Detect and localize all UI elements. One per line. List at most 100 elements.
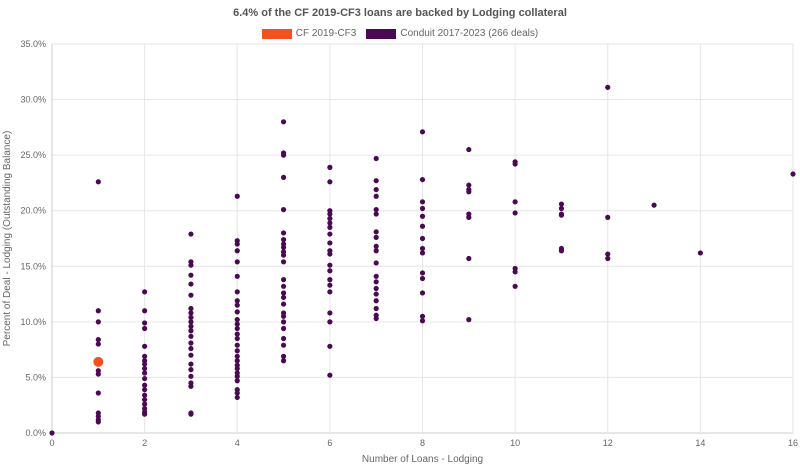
data-point-conduit[interactable] [373, 186, 379, 193]
data-point-conduit[interactable] [280, 313, 287, 319]
data-point-conduit[interactable] [188, 383, 194, 389]
data-point-conduit[interactable] [466, 182, 472, 188]
data-point-conduit[interactable] [512, 210, 518, 216]
data-point-conduit[interactable] [280, 244, 287, 250]
data-point-conduit[interactable] [142, 392, 148, 398]
data-point-conduit[interactable] [373, 279, 379, 285]
data-point-conduit[interactable] [327, 372, 333, 378]
data-point-conduit[interactable] [188, 328, 194, 334]
data-point-conduit[interactable] [142, 289, 148, 295]
data-point-conduit[interactable] [188, 310, 194, 316]
data-point-conduit[interactable] [280, 237, 287, 243]
data-point-conduit[interactable] [466, 189, 472, 195]
data-point-conduit[interactable] [234, 248, 240, 254]
data-point-conduit[interactable] [558, 201, 565, 207]
data-point-conduit[interactable] [419, 129, 426, 135]
data-point-conduit[interactable] [234, 289, 240, 295]
data-point-conduit[interactable] [49, 430, 55, 436]
data-point-conduit[interactable] [188, 411, 194, 417]
data-point-conduit[interactable] [558, 205, 565, 212]
data-point-conduit[interactable] [373, 178, 379, 184]
legend-item-conduit[interactable]: Conduit 2017-2023 (266 deals) [366, 28, 538, 39]
data-point-conduit[interactable] [605, 84, 611, 90]
data-point-conduit[interactable] [373, 207, 379, 213]
data-point-conduit[interactable] [142, 401, 148, 407]
data-point-conduit[interactable] [188, 272, 194, 278]
data-point-conduit[interactable] [466, 317, 472, 323]
data-point-conduit[interactable] [142, 375, 148, 382]
data-point-conduit[interactable] [188, 333, 194, 339]
data-point-conduit[interactable] [466, 146, 472, 153]
data-point-conduit[interactable] [280, 319, 287, 325]
data-point-conduit[interactable] [327, 240, 333, 246]
data-point-conduit[interactable] [234, 325, 240, 332]
data-point-conduit[interactable] [419, 313, 426, 319]
data-point-conduit[interactable] [327, 282, 333, 288]
data-point-conduit[interactable] [234, 302, 240, 308]
data-point-conduit[interactable] [280, 301, 287, 307]
data-point-conduit[interactable] [188, 352, 194, 358]
legend-item-cf-2019-cf3[interactable]: CF 2019-CF3 [261, 28, 356, 39]
data-point-conduit[interactable] [188, 361, 194, 367]
data-point-conduit[interactable] [280, 335, 287, 342]
data-point-conduit[interactable] [373, 211, 379, 217]
data-point-conduit[interactable] [142, 343, 148, 349]
data-point-conduit[interactable] [142, 308, 148, 314]
data-point-conduit[interactable] [95, 419, 101, 425]
data-point-conduit[interactable] [142, 370, 148, 376]
data-point-conduit[interactable] [373, 193, 379, 199]
data-point-conduit[interactable] [512, 161, 518, 167]
data-point-conduit[interactable] [466, 214, 472, 220]
data-point-conduit[interactable] [512, 269, 518, 275]
data-point-conduit[interactable] [188, 323, 194, 329]
data-point-conduit[interactable] [419, 213, 426, 219]
data-point-conduit[interactable] [419, 199, 426, 205]
data-point-conduit[interactable] [234, 317, 240, 323]
data-point-conduit[interactable] [419, 250, 426, 256]
data-point-conduit[interactable] [142, 325, 148, 332]
data-point-conduit[interactable] [327, 220, 333, 226]
data-point-conduit[interactable] [188, 345, 194, 352]
data-point-conduit[interactable] [188, 373, 194, 379]
data-point-conduit[interactable] [419, 245, 426, 252]
data-point-conduit[interactable] [605, 255, 611, 262]
data-point-conduit[interactable] [697, 250, 703, 256]
data-point-conduit[interactable] [419, 176, 426, 183]
data-point-conduit[interactable] [373, 315, 379, 322]
data-point-conduit[interactable] [142, 320, 148, 326]
data-point-conduit[interactable] [142, 365, 148, 372]
data-point-conduit[interactable] [234, 353, 240, 359]
data-point-conduit[interactable] [373, 298, 379, 304]
data-point-conduit[interactable] [419, 318, 426, 324]
data-point-conduit[interactable] [188, 281, 194, 287]
data-point-conduit[interactable] [234, 373, 240, 379]
data-point-conduit[interactable] [234, 273, 240, 279]
data-point-conduit[interactable] [327, 231, 333, 237]
data-point-conduit[interactable] [234, 348, 240, 354]
data-point-conduit[interactable] [142, 353, 148, 359]
data-point-conduit[interactable] [558, 248, 565, 254]
data-point-conduit[interactable] [280, 325, 287, 332]
data-point-conduit[interactable] [419, 275, 426, 282]
data-point-conduit[interactable] [280, 277, 287, 283]
data-point-conduit[interactable] [419, 205, 426, 212]
data-point-conduit[interactable] [373, 155, 379, 162]
data-point-conduit[interactable] [327, 224, 333, 230]
data-point-conduit[interactable] [280, 152, 287, 158]
data-point-conduit[interactable] [373, 305, 379, 312]
data-point-conduit[interactable] [512, 283, 518, 289]
data-point-conduit[interactable] [419, 235, 426, 242]
data-point-conduit[interactable] [234, 309, 240, 315]
data-point-cf-2019-cf3[interactable] [93, 356, 104, 367]
data-point-conduit[interactable] [280, 259, 287, 265]
data-point-conduit[interactable] [605, 251, 611, 257]
data-point-conduit[interactable] [419, 223, 426, 229]
data-point-conduit[interactable] [280, 174, 287, 180]
data-point-conduit[interactable] [373, 285, 379, 292]
data-point-conduit[interactable] [234, 394, 240, 401]
data-point-conduit[interactable] [280, 119, 287, 125]
data-point-conduit[interactable] [280, 353, 287, 359]
data-point-conduit[interactable] [234, 365, 240, 372]
data-point-conduit[interactable] [234, 335, 240, 342]
data-point-conduit[interactable] [327, 211, 333, 217]
